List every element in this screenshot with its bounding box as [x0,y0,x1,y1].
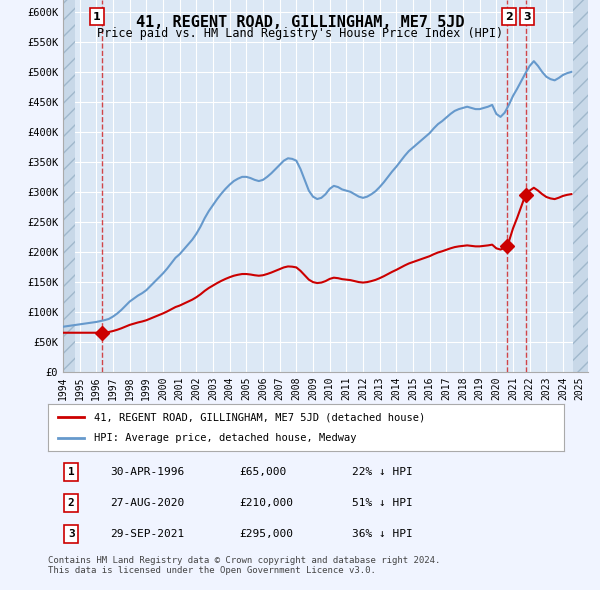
Text: £295,000: £295,000 [239,529,293,539]
Text: £210,000: £210,000 [239,498,293,508]
Text: Price paid vs. HM Land Registry's House Price Index (HPI): Price paid vs. HM Land Registry's House … [97,27,503,40]
Text: 29-SEP-2021: 29-SEP-2021 [110,529,184,539]
Text: 3: 3 [523,12,531,22]
Text: £65,000: £65,000 [239,467,286,477]
Text: 30-APR-1996: 30-APR-1996 [110,467,184,477]
Text: 1: 1 [93,12,101,22]
Text: 3: 3 [68,529,74,539]
Text: 51% ↓ HPI: 51% ↓ HPI [352,498,413,508]
Text: Contains HM Land Registry data © Crown copyright and database right 2024.
This d: Contains HM Land Registry data © Crown c… [48,556,440,575]
Text: HPI: Average price, detached house, Medway: HPI: Average price, detached house, Medw… [94,433,357,443]
Bar [63,0,74,372]
Text: 22% ↓ HPI: 22% ↓ HPI [352,467,413,477]
Bar [573,0,588,372]
Text: 27-AUG-2020: 27-AUG-2020 [110,498,184,508]
Text: 41, REGENT ROAD, GILLINGHAM, ME7 5JD: 41, REGENT ROAD, GILLINGHAM, ME7 5JD [136,15,464,30]
Text: 2: 2 [505,12,513,22]
Text: 2: 2 [68,498,74,508]
Text: 41, REGENT ROAD, GILLINGHAM, ME7 5JD (detached house): 41, REGENT ROAD, GILLINGHAM, ME7 5JD (de… [94,412,425,422]
Text: 36% ↓ HPI: 36% ↓ HPI [352,529,413,539]
Text: 1: 1 [68,467,74,477]
